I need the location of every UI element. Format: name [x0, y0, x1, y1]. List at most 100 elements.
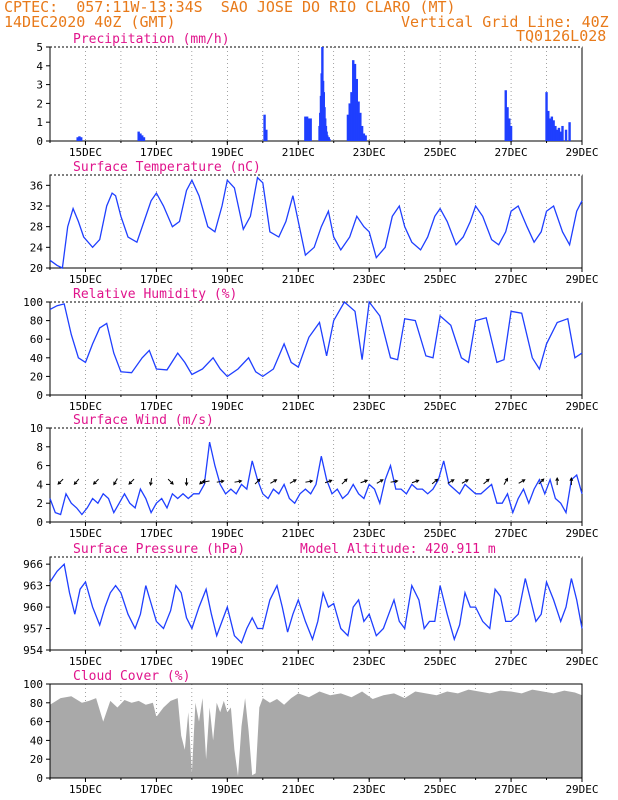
wind-arrow [149, 478, 153, 486]
x-tick-label: 17DEC [140, 783, 173, 796]
y-tick-label: 32 [30, 200, 43, 213]
y-tick-label: 100 [23, 678, 43, 691]
y-tick-label: 954 [23, 644, 43, 657]
x-tick-label: 25DEC [424, 527, 457, 540]
precip-bar [78, 136, 81, 141]
precip-bar [142, 137, 146, 141]
wind-arrow-head [149, 482, 153, 487]
header-line1: CPTEC: 057:11W-13:34S SAO JOSE DO RIO CL… [4, 0, 456, 16]
y-tick-label: 0 [36, 389, 43, 402]
precip-bar [568, 122, 571, 141]
y-tick-label: 8 [36, 441, 43, 454]
precip-bar [350, 92, 353, 141]
y-tick-label: 36 [30, 179, 43, 192]
precip-bar [348, 103, 351, 141]
precip-bar [141, 135, 144, 141]
precip-bar [364, 135, 367, 141]
x-tick-label: 21DEC [282, 273, 315, 286]
x-tick-label: 21DEC [282, 655, 315, 668]
precip-bar [307, 118, 311, 141]
x-tick-label: 29DEC [565, 146, 598, 159]
x-tick-label: 23DEC [353, 400, 386, 413]
wind-arrow [93, 478, 99, 485]
wind-arrow [483, 478, 490, 485]
wind-arrow [270, 479, 277, 484]
wind-arrow [324, 479, 332, 484]
x-tick-label: 23DEC [353, 146, 386, 159]
wind-arrow-head [540, 478, 545, 483]
x-tick-label: 25DEC [424, 273, 457, 286]
x-tick-label: 19DEC [211, 655, 244, 668]
y-tick-label: 0 [36, 135, 43, 148]
wind-arrow-head [434, 478, 439, 483]
x-tick-label: 17DEC [140, 146, 173, 159]
panel-title: Relative Humidity (%) [73, 287, 237, 302]
y-tick-label: 100 [23, 296, 43, 309]
x-tick-label: 15DEC [69, 783, 102, 796]
wind-arrow [113, 478, 118, 485]
precip-bar [80, 137, 83, 141]
precip-bar [309, 118, 312, 141]
header-line3-right: TQ0126L028 [516, 27, 607, 45]
wind-arrow-head [92, 481, 97, 485]
wind-arrow-head [555, 477, 560, 481]
wind-arrow-head [450, 479, 455, 483]
y-tick-label: 2 [36, 97, 43, 110]
y-tick-label: 4 [36, 478, 43, 491]
x-tick-label: 21DEC [282, 400, 315, 413]
plot-frame [49, 174, 583, 269]
x-tick-label: 27DEC [495, 146, 528, 159]
x-tick-label: 15DEC [69, 146, 102, 159]
wind-arrow [503, 478, 508, 485]
wind-arrow [431, 478, 438, 485]
precip-bar [328, 139, 331, 141]
panel-title: Precipitation (mm/h) [73, 32, 230, 47]
y-tick-label: 966 [23, 558, 43, 571]
panel-subtitle: Model Altitude: 420.911 m [300, 542, 496, 557]
cloud-area [50, 689, 582, 778]
precip-bar [357, 101, 360, 141]
precip-bar [359, 112, 362, 141]
wind-arrow [538, 478, 545, 485]
precip-bar [353, 63, 357, 141]
wind-arrow-head [309, 479, 314, 484]
x-tick-label: 17DEC [140, 273, 173, 286]
wind-arrow-head [201, 479, 206, 484]
y-tick-label: 80 [30, 315, 43, 328]
x-tick-label: 23DEC [353, 527, 386, 540]
plot-frame [49, 301, 583, 396]
precip-bar [552, 120, 555, 141]
x-tick-label: 25DEC [424, 655, 457, 668]
x-tick-label: 19DEC [211, 527, 244, 540]
wind-arrow-head [343, 478, 348, 483]
precip-bar [360, 125, 364, 141]
wind-arrow-head [220, 479, 225, 484]
panel-title: Surface Pressure (hPa) [73, 542, 245, 557]
precip-bar [139, 133, 142, 141]
header-line2-left: 14DEC2020 40Z (GMT) [4, 13, 176, 31]
wind-arrow-head [415, 479, 420, 483]
wind-arrow-head [504, 477, 509, 482]
x-tick-label: 19DEC [211, 400, 244, 413]
y-tick-label: 24 [30, 241, 44, 254]
x-tick-label: 23DEC [353, 655, 386, 668]
wind-arrow-head [328, 479, 333, 483]
precip-bar [305, 116, 309, 141]
wind-arrow [518, 479, 525, 484]
wind-arrow [199, 478, 206, 485]
y-tick-label: 0 [36, 772, 43, 785]
y-tick-label: 20 [30, 262, 43, 275]
wind-arrow-head [379, 479, 384, 483]
wind-arrow-head [394, 479, 399, 484]
x-tick-label: 17DEC [140, 655, 173, 668]
y-tick-label: 10 [30, 422, 43, 435]
precip-bar [555, 129, 559, 141]
x-tick-label: 21DEC [282, 527, 315, 540]
precip-bar [561, 125, 564, 141]
wind-arrow-head [73, 481, 78, 486]
precip-bar [355, 78, 358, 141]
panel-title: Cloud Cover (%) [73, 669, 190, 684]
x-tick-label: 27DEC [495, 527, 528, 540]
wind-arrow [305, 480, 313, 483]
precip-bar [346, 114, 350, 141]
